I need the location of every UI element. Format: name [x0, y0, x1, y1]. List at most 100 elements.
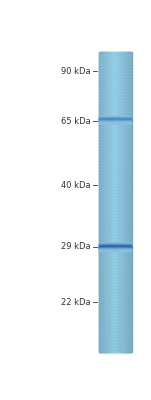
Bar	[123, 52, 124, 352]
Bar	[99, 169, 131, 172]
Bar	[125, 52, 126, 352]
Bar	[99, 259, 131, 262]
Bar	[99, 211, 131, 214]
Bar	[119, 52, 120, 352]
Bar	[99, 115, 131, 118]
Bar	[112, 52, 113, 352]
Bar	[99, 229, 131, 232]
Bar	[99, 310, 131, 314]
Bar	[99, 139, 131, 142]
Bar	[122, 52, 123, 352]
Bar	[128, 52, 129, 352]
Bar	[106, 52, 107, 352]
Bar	[99, 187, 131, 190]
Bar	[99, 205, 131, 208]
Bar	[130, 52, 131, 352]
Bar	[99, 328, 131, 332]
Bar	[99, 193, 131, 196]
Bar	[99, 151, 131, 154]
Bar	[99, 175, 131, 178]
Bar	[99, 196, 131, 199]
Bar	[122, 52, 123, 352]
Bar	[99, 238, 131, 242]
Bar	[99, 202, 131, 205]
Bar	[99, 262, 131, 266]
Bar	[109, 52, 110, 352]
Bar	[100, 52, 101, 352]
Bar	[125, 52, 126, 352]
Bar	[116, 52, 117, 352]
Bar	[99, 181, 131, 184]
Bar	[99, 295, 131, 298]
Bar	[99, 88, 131, 91]
Bar	[99, 265, 131, 268]
Bar	[124, 52, 125, 352]
Bar	[124, 52, 125, 352]
Bar	[99, 250, 131, 254]
Bar	[99, 55, 131, 58]
Bar	[99, 148, 131, 151]
Bar	[113, 52, 114, 352]
Bar	[99, 142, 131, 145]
Bar	[104, 52, 105, 352]
Bar	[118, 52, 119, 352]
Bar	[126, 52, 127, 352]
Bar	[99, 244, 131, 248]
Bar	[108, 52, 109, 352]
Bar	[99, 121, 131, 124]
Bar	[101, 52, 102, 352]
Bar	[99, 136, 131, 139]
Bar	[99, 253, 131, 256]
Bar	[129, 52, 130, 352]
Bar	[99, 109, 131, 112]
Bar	[114, 52, 115, 352]
Bar	[99, 334, 131, 338]
Bar	[99, 190, 131, 193]
Bar	[99, 58, 131, 61]
Bar	[121, 52, 122, 352]
Bar	[99, 274, 131, 278]
Bar	[99, 235, 131, 238]
Bar	[108, 52, 109, 352]
Bar	[99, 94, 131, 97]
Bar	[99, 325, 131, 328]
Bar	[120, 52, 121, 352]
Bar	[128, 52, 129, 352]
Bar	[105, 52, 106, 352]
Bar	[99, 322, 131, 326]
Bar	[99, 97, 131, 100]
Bar	[99, 337, 131, 340]
Bar	[99, 289, 131, 292]
Bar	[99, 82, 131, 85]
Bar	[120, 52, 121, 352]
Bar	[111, 52, 112, 352]
Bar	[110, 52, 111, 352]
Text: 65 kDa: 65 kDa	[61, 117, 91, 126]
Bar	[127, 52, 128, 352]
Bar	[99, 304, 131, 308]
Bar	[99, 154, 131, 157]
Bar	[99, 124, 131, 127]
Bar	[99, 160, 131, 163]
Bar	[99, 64, 131, 67]
Bar	[99, 241, 131, 244]
Bar	[100, 52, 101, 352]
Bar	[102, 52, 103, 352]
Bar	[99, 247, 131, 250]
Bar	[99, 130, 131, 133]
Bar	[115, 52, 116, 352]
Bar	[99, 103, 131, 106]
Bar	[99, 52, 131, 55]
Bar	[99, 61, 131, 64]
Bar	[99, 52, 100, 352]
Bar	[130, 52, 131, 352]
Bar	[99, 232, 131, 236]
Bar	[99, 166, 131, 169]
Bar	[99, 286, 131, 290]
Bar	[99, 217, 131, 220]
Bar	[103, 52, 104, 352]
Bar	[99, 277, 131, 280]
Text: 22 kDa: 22 kDa	[61, 298, 91, 306]
Bar	[114, 52, 115, 352]
Bar	[117, 52, 118, 352]
